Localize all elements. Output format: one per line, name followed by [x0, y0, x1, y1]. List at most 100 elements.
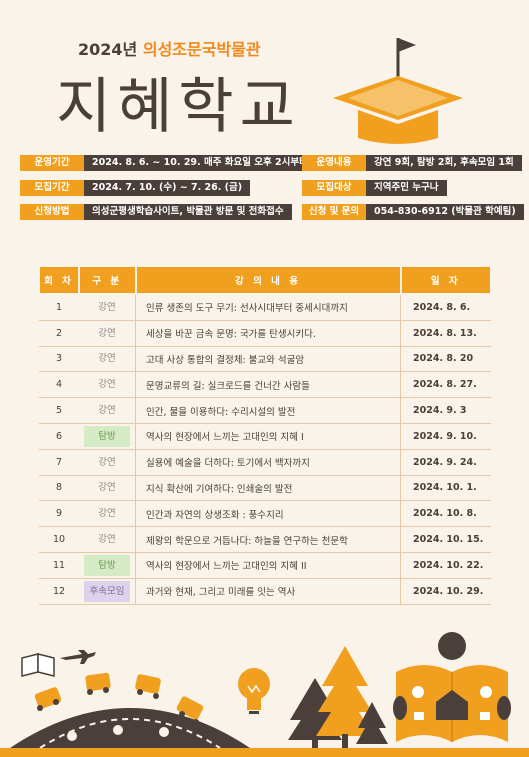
table-row: 5 강연 인간, 물을 이용하다: 수리시설의 발전 2024. 9. 3: [39, 397, 491, 424]
cell-title: 제왕의 학문으로 거듭나다: 하늘을 연구하는 천문학: [135, 526, 401, 553]
type-badge: 탐방: [84, 554, 130, 576]
info-target-value: 지역주민 누구나: [366, 180, 447, 196]
cell-date: 2024. 10. 15.: [400, 526, 491, 553]
cell-title: 지식 확산에 기여하다: 인쇄술의 발전: [135, 475, 401, 502]
cell-title: 고대 사상 통합의 결정체: 불교와 석굴암: [135, 346, 401, 373]
cell-no: 8: [39, 475, 79, 502]
reader-icon: [393, 632, 511, 742]
type-badge: 강연: [98, 405, 116, 417]
cell-title: 역사의 현장에서 느끼는 고대인의 지혜 I: [135, 423, 401, 450]
cell-date: 2024. 10. 22.: [400, 552, 491, 579]
info-recruit-value: 2024. 7. 10. (수) ~ 7. 26. (금): [84, 180, 251, 196]
type-badge: 탐방: [84, 425, 130, 447]
type-badge: 강연: [98, 456, 116, 468]
cell-no: 10: [39, 526, 79, 553]
cell-no: 2: [39, 320, 79, 347]
info-apply: 신청방법 의성군평생학습사이트, 박물관 방문 및 전화접수: [20, 204, 292, 220]
schedule-table: 회 차 구 분 강 의 내 용 일 자 1 강연 인류 생존의 도구 무기: 선…: [38, 265, 492, 605]
cell-date: 2024. 8. 20: [400, 346, 491, 373]
table-row: 2 강연 세상을 바꾼 금속 문명: 국가를 탄생시키다. 2024. 8. 1…: [39, 320, 491, 347]
table-row: 6 탐방 역사의 현장에서 느끼는 고대인의 지혜 I 2024. 9. 10.: [39, 423, 491, 450]
info-target: 모집대상 지역주민 누구나: [302, 180, 447, 196]
hill-shape: [10, 708, 250, 748]
cell-no: 3: [39, 346, 79, 373]
car-icon: [34, 687, 62, 711]
logo-mark: [113, 725, 123, 735]
cell-title: 인간, 물을 이용하다: 수리시설의 발전: [135, 397, 401, 424]
cell-title: 세상을 바꾼 금속 문명: 국가를 탄생시키다.: [135, 320, 401, 347]
airplane-icon: [60, 650, 96, 664]
cell-date: 2024. 10. 8.: [400, 500, 491, 528]
table-row: 10 강연 제왕의 학문으로 거듭나다: 하늘을 연구하는 천문학 2024. …: [39, 526, 491, 553]
tree-icon: [356, 702, 388, 744]
tree-icon: [316, 646, 374, 748]
info-recruit-label: 모집기간: [20, 180, 84, 196]
info-period: 운영기간 2024. 8. 6. ~ 10. 29. 매주 화요일 오후 2시부…: [20, 155, 316, 171]
type-badge: 강연: [98, 508, 116, 520]
cell-no: 7: [39, 449, 79, 476]
type-badge: 강연: [98, 379, 116, 391]
info-content: 운영내용 강연 9회, 탐방 2회, 후속모임 1회: [302, 155, 522, 171]
info-contact: 신청 및 문의 054-830-6912 (박물관 학예팀): [302, 204, 524, 220]
info-apply-value: 의성군평생학습사이트, 박물관 방문 및 전화접수: [84, 204, 292, 220]
info-target-label: 모집대상: [302, 180, 366, 196]
lightbulb-icon: [238, 668, 270, 714]
table-row: 11 탐방 역사의 현장에서 느끼는 고대인의 지혜 II 2024. 10. …: [39, 552, 491, 579]
info-contact-value: 054-830-6912 (박물관 학예팀): [366, 204, 524, 220]
footer-illustration: [10, 632, 511, 748]
cell-no: 4: [39, 371, 79, 399]
header-subtitle: 2024년 의성조문국박물관: [78, 36, 261, 60]
cell-no: 11: [39, 552, 79, 579]
col-header-no: 회 차: [38, 265, 80, 295]
type-badge: 강연: [98, 353, 116, 365]
cell-no: 9: [39, 500, 79, 528]
cell-date: 2024. 10. 1.: [400, 475, 491, 502]
table-header-row: 회 차 구 분 강 의 내 용 일 자: [38, 265, 492, 295]
cell-date: 2024. 10. 29.: [400, 578, 491, 605]
type-badge: 강연: [98, 482, 116, 494]
cell-date: 2024. 8. 27.: [400, 371, 491, 399]
info-recruit: 모집기간 2024. 7. 10. (수) ~ 7. 26. (금): [20, 180, 251, 196]
cell-title: 문명교류의 길: 실크로드를 건너간 사람들: [135, 371, 401, 399]
cell-no: 12: [39, 578, 79, 605]
col-header-date: 일 자: [399, 265, 492, 295]
logo-mark: [159, 727, 169, 737]
cell-date: 2024. 9. 10.: [400, 423, 491, 450]
info-content-label: 운영내용: [302, 155, 366, 171]
bottom-accent-bar: [0, 748, 529, 757]
info-period-value: 2024. 8. 6. ~ 10. 29. 매주 화요일 오후 2시부터: [84, 155, 316, 171]
type-badge: 강연: [98, 534, 116, 546]
logo-mark: [67, 731, 77, 741]
table-row: 4 강연 문명교류의 길: 실크로드를 건너간 사람들 2024. 8. 27.: [39, 371, 491, 399]
table-row: 7 강연 실용에 예술을 더하다: 토기에서 백자까지 2024. 9. 24.: [39, 449, 491, 476]
header-year: 2024년: [78, 40, 138, 59]
book-icon: [21, 653, 55, 677]
type-badge: 강연: [98, 301, 116, 313]
table-row: 1 강연 인류 생존의 도구 무기: 선사시대부터 중세시대까지 2024. 8…: [39, 294, 491, 321]
info-content-value: 강연 9회, 탐방 2회, 후속모임 1회: [366, 155, 522, 171]
header-museum: 의성조문국박물관: [142, 40, 261, 59]
car-icon: [85, 672, 111, 695]
cell-no: 5: [39, 397, 79, 424]
table-row: 3 강연 고대 사상 통합의 결정체: 불교와 석굴암 2024. 8. 20: [39, 346, 491, 373]
cell-title: 인류 생존의 도구 무기: 선사시대부터 중세시대까지: [135, 294, 401, 321]
cell-date: 2024. 8. 13.: [400, 320, 491, 347]
cell-title: 인간과 자연의 상생조화 : 풍수지리: [135, 500, 401, 528]
cell-title: 과거와 현재, 그리고 미래를 잇는 역사: [135, 578, 401, 605]
car-icon: [135, 674, 161, 699]
table-row: 8 강연 지식 확산에 기여하다: 인쇄술의 발전 2024. 10. 1.: [39, 475, 491, 502]
col-header-title: 강 의 내 용: [134, 265, 402, 295]
graduation-cap-icon: [333, 38, 463, 144]
car-icon: [176, 696, 204, 725]
type-badge: 강연: [98, 327, 116, 339]
info-period-label: 운영기간: [20, 155, 84, 171]
type-badge: 후속모임: [84, 580, 130, 602]
cell-title: 역사의 현장에서 느끼는 고대인의 지혜 II: [135, 552, 401, 579]
col-header-type: 구 분: [78, 265, 137, 295]
info-apply-label: 신청방법: [20, 204, 84, 220]
table-row: 9 강연 인간과 자연의 상생조화 : 풍수지리 2024. 10. 8.: [39, 500, 491, 528]
cell-title: 실용에 예술을 더하다: 토기에서 백자까지: [135, 449, 401, 476]
cell-no: 6: [39, 423, 79, 450]
table-row: 12 후속모임 과거와 현재, 그리고 미래를 잇는 역사 2024. 10. …: [39, 578, 491, 605]
